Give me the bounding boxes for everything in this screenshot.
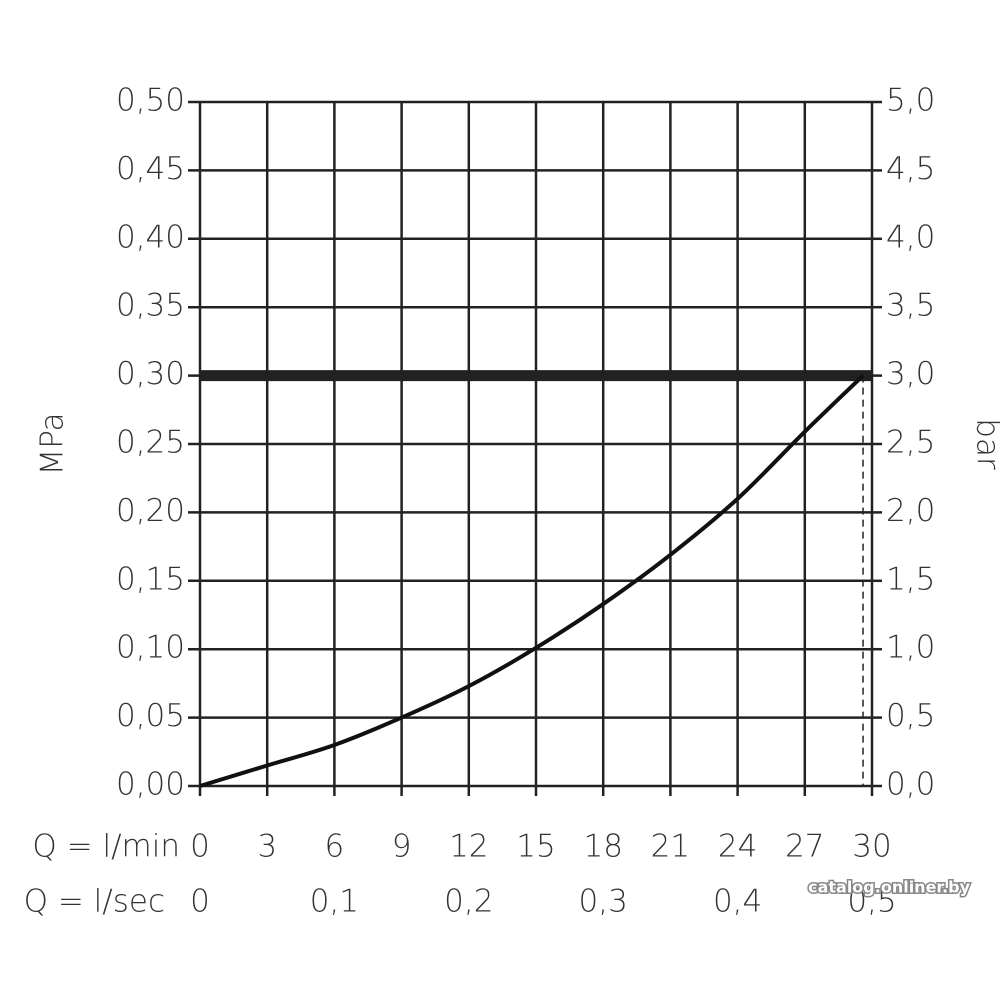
- y2-tick-label: 3,0: [886, 356, 935, 392]
- y-tick-label: 0,45: [116, 151, 185, 187]
- x-tick-label: 24: [718, 829, 757, 865]
- x-tick-label: 12: [449, 829, 488, 865]
- x2-tick-label: 0,5: [847, 884, 896, 920]
- y2-tick-label: 4,5: [886, 151, 935, 187]
- y-tick-label: 0,15: [116, 561, 185, 597]
- x-tick-label: 15: [516, 829, 555, 865]
- x-tick-label: 3: [257, 829, 277, 865]
- x-tick-label: 30: [852, 829, 891, 865]
- y-tick-label: 0,00: [116, 767, 185, 803]
- y-tick-label: 0,20: [116, 493, 185, 529]
- curve: [199, 374, 865, 788]
- y2-tick-label: 5,0: [886, 83, 935, 119]
- y2-tick-label: 1,5: [886, 561, 935, 597]
- x2-tick-label: 0,4: [713, 884, 762, 920]
- y-tick-label: 0,30: [116, 356, 185, 392]
- x2-tick-label: 0,2: [444, 884, 493, 920]
- y2-tick-label: 0,0: [886, 767, 935, 803]
- x2-tick-label: 0,3: [579, 884, 628, 920]
- y2-tick-label: 3,5: [886, 288, 935, 324]
- y-tick-label: 0,35: [116, 288, 185, 324]
- y-tick-label: 0,40: [116, 219, 185, 255]
- y-tick-label: 0,50: [116, 83, 185, 119]
- x-tick-label: 18: [583, 829, 622, 865]
- y-tick-label: 0,05: [116, 698, 185, 734]
- x2-tick-label: 0: [190, 884, 210, 920]
- x-tick-label: 27: [785, 829, 824, 865]
- y-tick-label: 0,25: [116, 425, 185, 461]
- x2-axis-label: Q = l/sec: [24, 884, 165, 920]
- y2-tick-label: 1,0: [886, 630, 935, 666]
- y2-tick-label: 2,0: [886, 493, 935, 529]
- x-axis-label: Q = l/min: [32, 829, 180, 865]
- y2-tick-label: 2,5: [886, 425, 935, 461]
- x-tick-label: 9: [392, 829, 412, 865]
- y-tick-label: 0,10: [116, 630, 185, 666]
- x-tick-label: 0: [190, 829, 210, 865]
- y2-axis-label: bar: [970, 418, 1000, 470]
- y2-tick-label: 0,5: [886, 698, 935, 734]
- x-tick-label: 6: [325, 829, 345, 865]
- y2-tick-label: 4,0: [886, 219, 935, 255]
- watermark: catalog.onliner.by: [808, 878, 970, 897]
- x-tick-label: 21: [651, 829, 690, 865]
- x2-tick-label: 0,1: [310, 884, 359, 920]
- y-axis-label: MPa: [35, 412, 71, 475]
